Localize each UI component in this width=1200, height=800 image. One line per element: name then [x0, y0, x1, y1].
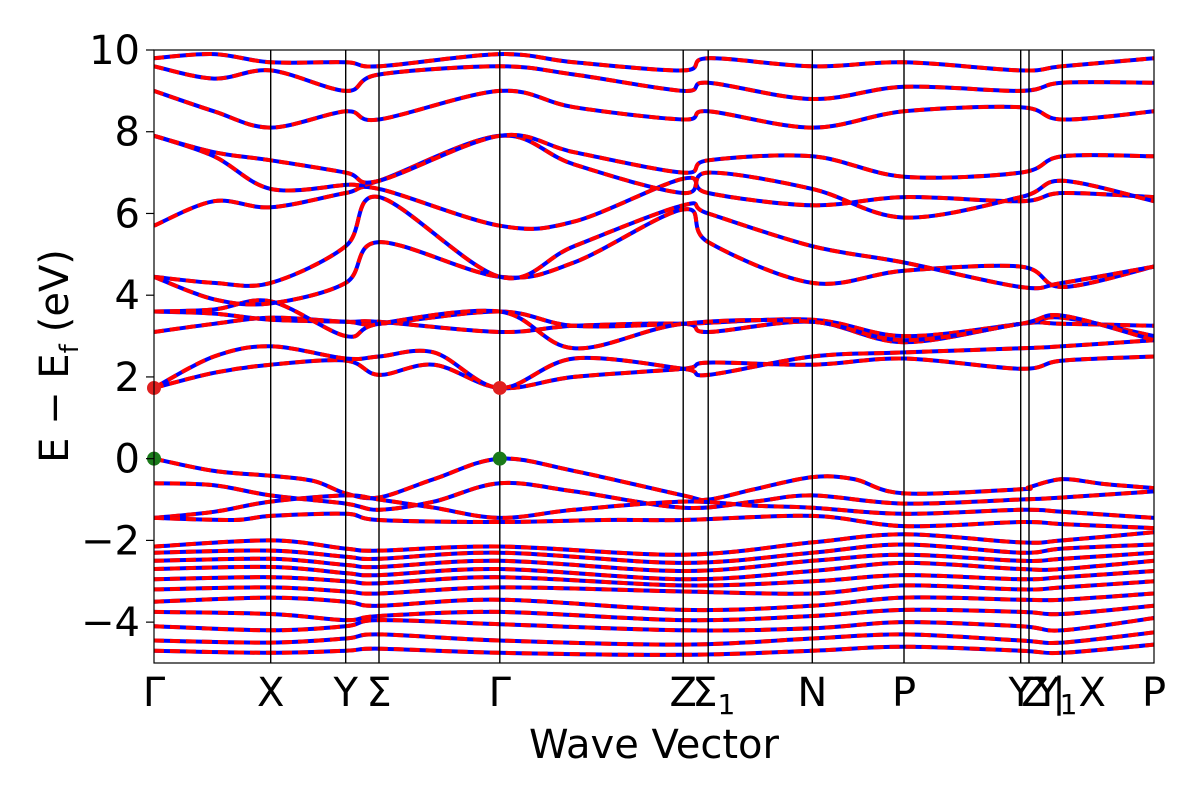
band-line-red	[154, 88, 1154, 130]
y-tick-label: −2	[81, 518, 140, 564]
y-tick-label: 2	[115, 355, 140, 401]
band-line-red	[154, 207, 1154, 307]
k-point-symbol: P	[1142, 670, 1166, 716]
band-line-red	[154, 558, 1154, 582]
k-point-symbol: | X	[1052, 670, 1106, 716]
band-line-red	[154, 354, 1154, 391]
k-point-symbol: Z	[669, 670, 696, 716]
y-tick-label: 10	[89, 28, 140, 74]
band-line-red	[154, 64, 1154, 102]
band-line-red	[154, 630, 1154, 647]
k-point-symbol: Y	[332, 670, 358, 716]
k-point-symbol: Y	[1034, 670, 1060, 716]
k-point-label: P	[892, 670, 916, 716]
y-tick-label: −4	[81, 600, 140, 646]
k-point-subscript: 1	[717, 688, 735, 721]
k-point-label: Z	[669, 670, 696, 716]
k-point-symbol: Σ	[366, 670, 391, 716]
k-point-lines	[270, 50, 1064, 663]
k-point-symbol: N	[797, 670, 827, 716]
band-line-red	[154, 530, 1154, 557]
y-tick-label: 0	[115, 437, 140, 483]
band-edge-marker	[492, 380, 507, 395]
k-point-subscript: 1	[1060, 688, 1078, 721]
band-line-red	[154, 456, 1154, 502]
band-edge-marker	[492, 451, 507, 466]
k-point-label: Σ	[366, 670, 391, 716]
y-axis-title: E − Ef (eV)	[32, 249, 85, 463]
y-tick-label: 8	[115, 110, 140, 156]
k-point-label: Z	[1021, 670, 1048, 716]
plot-frame	[153, 49, 1155, 664]
k-point-symbol: Y	[1007, 670, 1033, 716]
k-point-label: | X	[1052, 670, 1106, 716]
k-point-label: Y1	[1034, 670, 1077, 721]
band-line-red	[154, 591, 1154, 613]
band-line-red	[154, 493, 1154, 520]
k-point-label: N	[797, 670, 827, 716]
k-point-label: Σ1	[692, 670, 735, 721]
y-tick-label: 6	[115, 191, 140, 237]
band-line-red	[154, 550, 1154, 574]
k-point-symbol: P	[892, 670, 916, 716]
band-line-red	[154, 133, 1154, 220]
k-point-label: Y	[332, 670, 358, 716]
k-point-label: Y	[1007, 670, 1033, 716]
band-line-red	[154, 480, 1154, 512]
band-line-red	[154, 194, 1154, 291]
band-line-red	[154, 338, 1154, 391]
k-point-label: X	[257, 670, 284, 716]
k-point-symbol: Γ	[489, 670, 512, 716]
k-point-label: P	[1142, 670, 1166, 716]
band-line-red	[154, 579, 1154, 596]
band-line-red	[154, 569, 1154, 588]
k-point-symbol: Σ	[692, 670, 717, 716]
y-tick-label: 4	[115, 273, 140, 319]
y-axis-title-unit: (eV)	[32, 249, 78, 332]
k-point-symbol: Γ	[143, 670, 166, 716]
k-point-symbol: X	[257, 670, 284, 716]
k-point-label: Γ	[489, 670, 512, 716]
band-line-red	[154, 511, 1154, 531]
band-line-red	[154, 542, 1154, 565]
k-point-symbol: Z	[1021, 670, 1048, 716]
band-line-red	[154, 52, 1154, 73]
x-axis-title: Wave Vector	[529, 722, 780, 768]
y-axis-title-sub: f	[55, 343, 85, 353]
band-line-blue	[154, 298, 1154, 351]
y-axis-title-main: E − E	[32, 353, 78, 463]
k-point-label: Γ	[143, 670, 166, 716]
band-line-red	[154, 132, 1154, 185]
y-ticks: 10 8 6 4 2 0 −2 −4	[81, 28, 154, 646]
